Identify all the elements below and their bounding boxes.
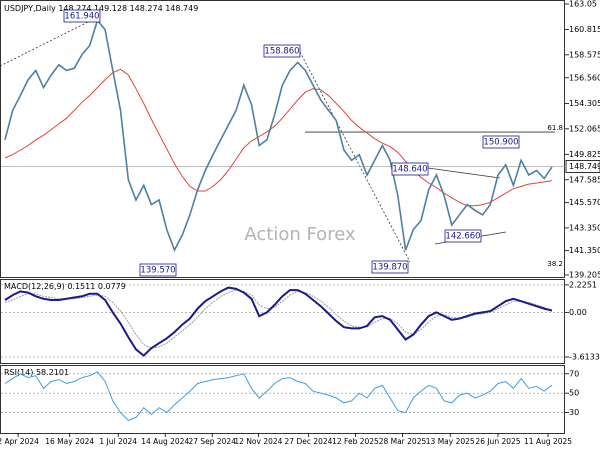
y-tick-label: 50 (569, 389, 579, 398)
annotation-label: 139.870 (372, 263, 407, 273)
open: 148.274 (58, 4, 94, 13)
triangle-line (427, 167, 501, 179)
y-tick-label: 143.350 (569, 223, 600, 232)
rsi-panel (0, 365, 565, 434)
x-tick-label: 12 Feb 2025 (332, 437, 379, 446)
annotation-label: 139.570 (140, 266, 175, 276)
series-line (4, 371, 553, 421)
y-tick-label: 147.585 (569, 175, 600, 184)
x-tick-label: 27 Dec 2024 (285, 437, 333, 446)
series-line (4, 68, 552, 207)
x-tick-label: 27 Sep 2024 (188, 437, 236, 446)
y-tick-label: 156.560 (569, 73, 600, 82)
x-tick-label: 14 Aug 2024 (141, 437, 189, 446)
symbol: USDJPY,Daily (4, 4, 58, 13)
y-tick-label: 163.05 (569, 0, 597, 9)
annotation-label: 142.660 (445, 232, 480, 242)
current-price: 148.749 (569, 162, 600, 171)
trend-line (0, 15, 101, 67)
x-tick-label: 11 Aug 2025 (524, 437, 572, 446)
y-tick-label: 139.205 (569, 271, 600, 280)
annotation-label: 158.860 (264, 47, 299, 57)
macd-panel (0, 279, 565, 364)
rsi-title: RSI(14) 58.2101 (4, 368, 69, 377)
y-tick-label: 0.00 (569, 308, 587, 317)
indicator: MACD(12,26,9) (4, 282, 67, 291)
x-tick-label: 13 May 2025 (426, 437, 475, 446)
trend-line (299, 51, 411, 263)
y-tick-label: 160.815 (569, 25, 600, 34)
price-box (565, 160, 600, 173)
annotation-box (482, 135, 520, 149)
annotation-box (371, 260, 409, 274)
y-tick-label: 154.305 (569, 99, 600, 108)
y-tick-label: 141.350 (569, 246, 600, 255)
high: 149.128 (94, 4, 130, 13)
readout: 58.2101 (36, 368, 69, 377)
macd-title: MACD(12,26,9) 0.1511 0.0779 (4, 282, 126, 291)
annotation-box (63, 9, 101, 23)
annotation-box (139, 263, 177, 277)
annotation-label: 161.940 (64, 12, 99, 22)
readout: 0.0779 (98, 282, 126, 291)
x-tick-label: 1 Jul 2024 (99, 437, 137, 446)
close: 148.749 (165, 4, 198, 13)
header: USDJPY,Daily 148.274 149.128 148.274 148… (4, 4, 198, 13)
y-tick-label: 145.570 (569, 198, 600, 207)
fib-label: 38.2 (547, 260, 563, 268)
y-tick-label: 158.575 (569, 50, 600, 59)
annotation-box (263, 44, 301, 58)
readout: 0.1511 (67, 282, 98, 291)
x-tick-label: 12 Nov 2024 (234, 437, 282, 446)
y-tick-label: 2.2251 (569, 280, 597, 289)
annotation-label: 150.900 (483, 138, 518, 148)
y-tick-label: 149.825 (569, 150, 600, 159)
y-tick-label: 30 (569, 408, 579, 417)
y-tick-label: 152.065 (569, 124, 600, 133)
series-line (4, 18, 553, 253)
indicator: RSI(14) (4, 368, 36, 377)
x-tick-label: 16 May 2024 (45, 437, 94, 446)
annotation-box (391, 162, 429, 176)
fib-label: 61.8 (547, 124, 563, 132)
series-line (4, 289, 553, 349)
y-tick-label: -3.6133 (569, 352, 600, 361)
price-panel (0, 0, 565, 278)
watermark: Action Forex (244, 224, 356, 245)
series-line (4, 286, 553, 357)
x-tick-label: 26 Jun 2025 (475, 437, 520, 446)
x-tick-label: 2 Apr 2024 (0, 437, 39, 446)
annotation-box (444, 229, 482, 243)
low: 148.274 (130, 4, 166, 13)
annotation-label: 148.640 (392, 165, 427, 175)
x-tick-label: 28 Mar 2025 (379, 437, 427, 446)
y-tick-label: 70 (569, 369, 579, 378)
